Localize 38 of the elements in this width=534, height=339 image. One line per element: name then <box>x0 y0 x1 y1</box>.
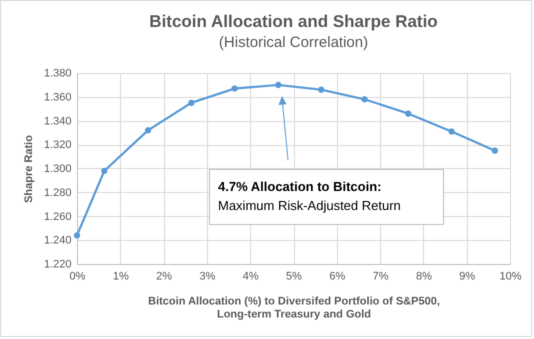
annotation: 4.7% Allocation to Bitcoin: <box>218 179 382 194</box>
x-tick-label: 2% <box>156 270 172 282</box>
y-tick-label: 1.320 <box>44 139 72 152</box>
x-tick-label: 9% <box>459 270 476 282</box>
x-tick-label: 0% <box>70 270 86 282</box>
y-axis-title: Shapre Ratio <box>22 134 35 203</box>
x-axis-title: Bitcoin Allocation (%) to Diversifed Portfolio of S&P500, Long-term Treasury and Gold <box>148 296 440 320</box>
y-tick-label: 1.260 <box>44 210 72 223</box>
y-tick-label: 1.300 <box>44 163 72 175</box>
point <box>101 168 108 174</box>
x-tick-label: 5% <box>286 270 302 282</box>
y-tick-label: 1.280 <box>44 186 72 199</box>
chart-subtitle: (Historical Correlation) <box>218 34 368 51</box>
point <box>144 127 152 134</box>
x-tick-label: 6% <box>329 270 346 282</box>
y-tick-label: 1.360 <box>44 91 72 104</box>
x-tick-label: 4% <box>242 270 259 282</box>
x-tick-label: 10% <box>499 270 522 282</box>
y-tick-label: 1.340 <box>44 115 72 128</box>
x-tick-label: 3% <box>199 270 216 282</box>
point <box>231 85 238 92</box>
point <box>405 110 412 117</box>
y-tick-label: 1.220 <box>44 258 72 270</box>
annotation: Maximum Risk-Adjusted Return <box>218 198 401 213</box>
chart-title: Bitcoin Allocation and Sharpe Ratio <box>149 12 438 31</box>
point <box>448 128 455 135</box>
point <box>318 86 324 93</box>
y-tick-label: 1.380 <box>44 68 72 80</box>
point <box>275 82 282 88</box>
point <box>188 100 194 106</box>
note-box: 4.7% Allocation to Bitcoin: Maximum Risk-Adjusted Return <box>209 169 444 225</box>
point <box>492 147 498 154</box>
x-tick-label: 1% <box>112 270 129 282</box>
point <box>361 96 368 102</box>
point <box>74 232 80 239</box>
x-tick-label: 7% <box>372 270 389 282</box>
x-tick-label: 8% <box>416 270 432 282</box>
y-tick-label: 1.240 <box>44 234 72 247</box>
